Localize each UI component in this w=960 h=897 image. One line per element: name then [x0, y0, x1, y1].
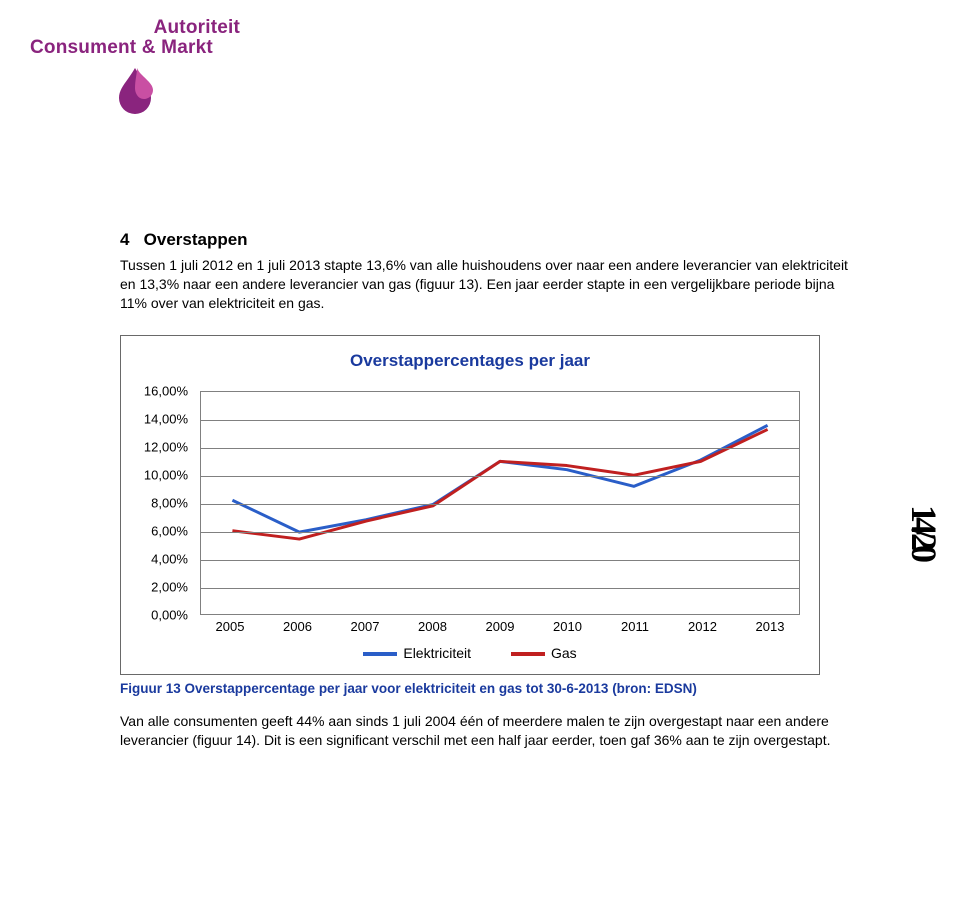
x-tick-label: 2010	[553, 619, 582, 634]
page-indicator: 14/20	[898, 510, 950, 552]
grid-line	[201, 448, 799, 449]
x-tick-label: 2009	[486, 619, 515, 634]
y-tick-label: 6,00%	[128, 523, 188, 538]
page-indicator-text: 14/20	[903, 505, 945, 557]
y-tick-label: 14,00%	[128, 411, 188, 426]
chart-legend: Elektriciteit Gas	[120, 645, 820, 661]
x-tick-label: 2011	[621, 619, 649, 634]
legend-swatch-gas	[511, 652, 545, 656]
main-content: 4 Overstappen Tussen 1 juli 2012 en 1 ju…	[120, 230, 860, 749]
section-heading: 4 Overstappen	[120, 230, 860, 250]
grid-line	[201, 588, 799, 589]
series-line-elektriciteit	[232, 425, 767, 532]
plot-area	[200, 391, 800, 615]
y-tick-label: 10,00%	[128, 467, 188, 482]
x-tick-label: 2007	[351, 619, 380, 634]
x-axis-labels: 2005 2006 2007 2008 2009 2010 2011 2012 2013	[200, 619, 800, 639]
brand-line2: Consument & Markt	[30, 38, 240, 58]
brand-header: Autoriteit Consument & Markt	[30, 18, 240, 123]
y-tick-label: 8,00%	[128, 495, 188, 510]
brand-line1: Autoriteit	[30, 18, 240, 38]
y-tick-label: 12,00%	[128, 439, 188, 454]
grid-line	[201, 476, 799, 477]
grid-line	[201, 560, 799, 561]
legend-label-gas: Gas	[551, 645, 577, 661]
grid-line	[201, 504, 799, 505]
legend-swatch-elektriciteit	[363, 652, 397, 656]
paragraph-1: Tussen 1 juli 2012 en 1 juli 2013 stapte…	[120, 256, 860, 313]
y-tick-label: 4,00%	[128, 551, 188, 566]
legend-label-elektriciteit: Elektriciteit	[403, 645, 471, 661]
chart-container: Overstappercentages per jaar 0,00%2,00%4…	[120, 335, 820, 675]
chart-caption: Figuur 13 Overstappercentage per jaar vo…	[120, 681, 860, 696]
x-tick-label: 2008	[418, 619, 447, 634]
y-tick-label: 2,00%	[128, 579, 188, 594]
paragraph-2: Van alle consumenten geeft 44% aan sinds…	[120, 712, 860, 750]
section-number: 4	[120, 230, 129, 249]
y-tick-label: 0,00%	[128, 607, 188, 622]
section-title: Overstappen	[144, 230, 248, 249]
x-tick-label: 2013	[756, 619, 785, 634]
grid-line	[201, 420, 799, 421]
legend-item-elektriciteit: Elektriciteit	[363, 645, 471, 661]
x-tick-label: 2005	[216, 619, 245, 634]
y-axis-labels: 0,00%2,00%4,00%6,00%8,00%10,00%12,00%14,…	[132, 391, 192, 615]
brand-icon	[30, 62, 240, 123]
series-line-gas	[232, 429, 767, 539]
x-tick-label: 2012	[688, 619, 717, 634]
chart-lines-svg	[201, 392, 799, 614]
x-tick-label: 2006	[283, 619, 312, 634]
grid-line	[201, 532, 799, 533]
chart-title: Overstappercentages per jaar	[120, 351, 820, 371]
y-tick-label: 16,00%	[128, 383, 188, 398]
legend-item-gas: Gas	[511, 645, 577, 661]
